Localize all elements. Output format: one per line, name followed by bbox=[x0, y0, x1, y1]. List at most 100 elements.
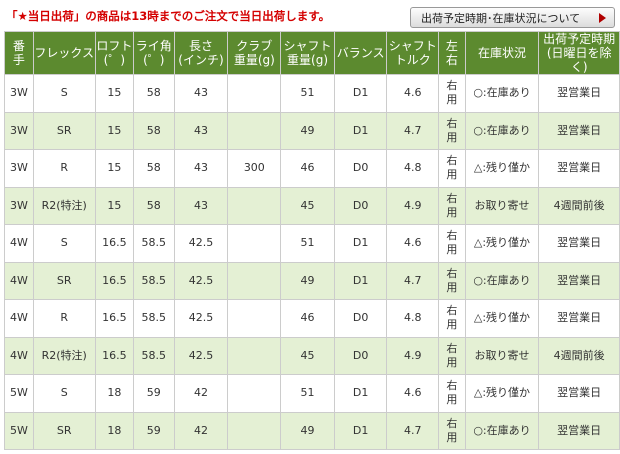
cell-ship: 翌営業日 bbox=[539, 262, 619, 299]
cell-stock: △:残り僅か bbox=[465, 225, 539, 262]
column-header: ライ角 (゜) bbox=[134, 32, 174, 74]
cell-shaft-weight: 51 bbox=[281, 75, 334, 112]
table-row: 3W SR 15 58 43 49 D1 4.7 右用 ○:在庫あり 翌営業日 bbox=[5, 112, 619, 149]
column-header-line: クラブ bbox=[236, 39, 273, 53]
cell-shaft-weight: 45 bbox=[281, 187, 334, 224]
arrow-right-icon bbox=[599, 13, 606, 23]
column-header-line: ロフト bbox=[96, 39, 133, 53]
column-header-line: (゜) bbox=[143, 53, 165, 67]
column-header-line: 在庫状況 bbox=[477, 46, 526, 60]
table-header-row: 番手フレックス ロフト (゜) ライ角 (゜) 長さ (インチ) クラブ 重量(g) シャフト 重量… bbox=[5, 32, 619, 74]
cell-loft: 15 bbox=[95, 150, 134, 187]
cell-shaft-weight: 46 bbox=[281, 150, 334, 187]
column-header: フレックス bbox=[33, 32, 95, 74]
column-header-line: 右 bbox=[445, 53, 458, 67]
cell-club: 4W bbox=[5, 225, 33, 262]
cell-stock: お取り寄せ bbox=[465, 187, 539, 224]
cell-flex: S bbox=[33, 375, 95, 412]
cell-club: 5W bbox=[5, 412, 33, 449]
cell-club-weight bbox=[228, 225, 281, 262]
column-header-line: 左 bbox=[445, 39, 458, 53]
cell-length: 42.5 bbox=[174, 300, 228, 337]
cell-club: 4W bbox=[5, 262, 33, 299]
cell-length: 42 bbox=[174, 375, 228, 412]
cell-loft: 15 bbox=[95, 187, 134, 224]
cell-flex: S bbox=[33, 75, 95, 112]
cell-loft: 15 bbox=[95, 112, 134, 149]
cell-club: 3W bbox=[5, 75, 33, 112]
cell-shaft-weight: 49 bbox=[281, 262, 334, 299]
cell-lie: 58 bbox=[134, 112, 174, 149]
cell-shaft-weight: 49 bbox=[281, 412, 334, 449]
column-header-line: シャフト bbox=[388, 39, 437, 53]
cell-length: 42.5 bbox=[174, 225, 228, 262]
cell-torque: 4.9 bbox=[387, 337, 439, 374]
cell-balance: D1 bbox=[334, 225, 387, 262]
cell-club-weight: 300 bbox=[228, 150, 281, 187]
cell-balance: D1 bbox=[334, 412, 387, 449]
cell-length: 43 bbox=[174, 187, 228, 224]
cell-hand: 右用 bbox=[439, 337, 465, 374]
column-header: クラブ 重量(g) bbox=[228, 32, 281, 74]
cell-balance: D0 bbox=[334, 187, 387, 224]
cell-torque: 4.6 bbox=[387, 225, 439, 262]
column-header-line: シャフト bbox=[283, 39, 332, 53]
table-row: 3W R 15 58 43 300 46 D0 4.8 右用 △:残り僅か 翌営業日 bbox=[5, 150, 619, 187]
cell-flex: SR bbox=[33, 112, 95, 149]
cell-shaft-weight: 45 bbox=[281, 337, 334, 374]
cell-club: 3W bbox=[5, 187, 33, 224]
cell-club-weight bbox=[228, 262, 281, 299]
same-day-shipping-notice: 「★当日出荷」の商品は13時までのご注文で当日出荷します。 bbox=[6, 9, 331, 23]
cell-ship: 翌営業日 bbox=[539, 412, 619, 449]
cell-ship: 翌営業日 bbox=[539, 150, 619, 187]
table-row: 3W S 15 58 43 51 D1 4.6 右用 ○:在庫あり 翌営業日 bbox=[5, 75, 619, 112]
cell-lie: 58.5 bbox=[134, 262, 174, 299]
cell-loft: 16.5 bbox=[95, 262, 134, 299]
cell-loft: 16.5 bbox=[95, 225, 134, 262]
cell-ship: 翌営業日 bbox=[539, 225, 619, 262]
cell-flex: S bbox=[33, 225, 95, 262]
column-header: シャフト トルク bbox=[387, 32, 439, 74]
cell-ship: 4週間前後 bbox=[539, 337, 619, 374]
column-header-line: 重量(g) bbox=[287, 53, 329, 67]
cell-lie: 58.5 bbox=[134, 337, 174, 374]
cell-club-weight bbox=[228, 375, 281, 412]
cell-stock: ○:在庫あり bbox=[465, 112, 539, 149]
cell-balance: D0 bbox=[334, 337, 387, 374]
cell-hand: 右用 bbox=[439, 150, 465, 187]
cell-length: 43 bbox=[174, 150, 228, 187]
cell-hand: 右用 bbox=[439, 375, 465, 412]
cell-club: 4W bbox=[5, 337, 33, 374]
spec-table: 番手フレックス ロフト (゜) ライ角 (゜) 長さ (インチ) クラブ 重量(g) シャフト 重量… bbox=[4, 31, 620, 450]
column-header: 在庫状況 bbox=[465, 32, 539, 74]
column-header-line: 重量(g) bbox=[233, 53, 275, 67]
cell-club: 3W bbox=[5, 112, 33, 149]
cell-stock: ○:在庫あり bbox=[465, 262, 539, 299]
shipping-stock-info-button[interactable]: 出荷予定時期･在庫状況について bbox=[410, 7, 615, 28]
table-row: 4W R2(特注) 16.5 58.5 42.5 45 D0 4.9 右用お取り寄せ 4週間前後 bbox=[5, 337, 619, 374]
cell-flex: SR bbox=[33, 412, 95, 449]
cell-loft: 18 bbox=[95, 375, 134, 412]
cell-club: 4W bbox=[5, 300, 33, 337]
column-header-line: 番 bbox=[12, 39, 25, 53]
cell-hand: 右用 bbox=[439, 225, 465, 262]
table-row: 5W S 18 59 42 51 D1 4.6 右用 △:残り僅か 翌営業日 bbox=[5, 375, 619, 412]
column-header: 左右 bbox=[439, 32, 465, 74]
column-header-line: 出荷予定時期 bbox=[543, 32, 616, 46]
cell-length: 42.5 bbox=[174, 337, 228, 374]
cell-hand: 右用 bbox=[439, 75, 465, 112]
cell-torque: 4.7 bbox=[387, 262, 439, 299]
column-header-line: (゜) bbox=[103, 53, 126, 67]
shipping-stock-info-label: 出荷予定時期･在庫状況について bbox=[421, 11, 581, 25]
cell-loft: 16.5 bbox=[95, 337, 134, 374]
cell-flex: R bbox=[33, 150, 95, 187]
cell-club-weight bbox=[228, 187, 281, 224]
cell-lie: 59 bbox=[134, 412, 174, 449]
cell-stock: ○:在庫あり bbox=[465, 412, 539, 449]
cell-flex: R2(特注) bbox=[33, 187, 95, 224]
cell-torque: 4.8 bbox=[387, 300, 439, 337]
cell-length: 42.5 bbox=[174, 262, 228, 299]
column-header-line: ライ角 bbox=[135, 39, 172, 53]
column-header: 出荷予定時期 (日曜日を除く) bbox=[539, 32, 619, 74]
cell-lie: 58.5 bbox=[134, 300, 174, 337]
